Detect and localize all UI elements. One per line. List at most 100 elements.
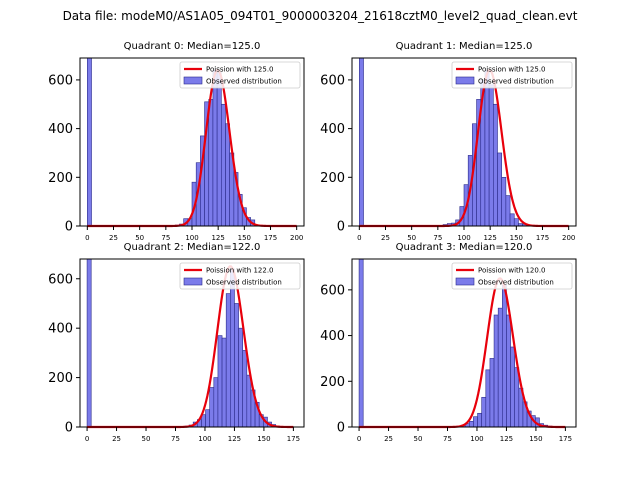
y-tick-label: 0 [337, 421, 345, 436]
y-tick-label: 600 [48, 73, 73, 88]
legend-bar-label: Observed distribution [478, 279, 554, 287]
histogram-bar [488, 84, 494, 227]
histogram-bar [469, 420, 474, 428]
histogram-bar [205, 409, 210, 428]
y-tick-label: 400 [320, 122, 345, 137]
x-tick-label: 150 [257, 435, 270, 443]
legend-box [179, 61, 301, 89]
histogram-bar [505, 195, 511, 227]
histogram-bar [242, 350, 248, 428]
histogram-bar [513, 218, 519, 227]
histogram-bar [497, 307, 503, 428]
legend-bar-swatch [455, 277, 475, 286]
legend-bar-label: Observed distribution [206, 78, 282, 86]
histogram-bar [497, 152, 502, 227]
histogram-bar [246, 374, 252, 428]
histogram-bar [506, 314, 511, 428]
histogram-bar [238, 327, 243, 428]
legend-line-label: Poission with 125.0 [206, 66, 274, 74]
x-tick-label: 150 [238, 234, 251, 242]
histogram-bar [216, 72, 222, 227]
panel-title: Quadrant 3: Median=120.0 [396, 242, 533, 253]
panel-title: Quadrant 2: Median=122.0 [124, 242, 261, 253]
legend: Poission with 122.0 Observed distribution [179, 262, 301, 290]
histogram-bar [501, 177, 507, 227]
x-tick-label: 0 [85, 234, 89, 242]
x-tick-label: 75 [171, 435, 180, 443]
histogram-bar [221, 337, 227, 428]
legend-bar-swatch [183, 277, 203, 286]
x-tick-label: 200 [290, 234, 303, 242]
histogram-bar [212, 69, 218, 227]
histogram-bar [208, 99, 214, 227]
histogram-bar [213, 377, 219, 428]
legend-box [451, 262, 573, 290]
legend: Poission with 125.0 Observed distribution [179, 61, 301, 89]
x-tick-label: 175 [287, 435, 300, 443]
chart-panel-3: Quadrant 3: Median=120.0 0 200 400 600 0 25 50 7… [320, 242, 577, 443]
legend-bar-label: Observed distribution [478, 78, 554, 86]
legend-box [451, 61, 573, 89]
histogram-bar [484, 69, 490, 227]
legend-line-label: Poission with 125.0 [478, 66, 546, 74]
x-tick-label: 175 [264, 234, 277, 242]
x-tick-label: 50 [407, 234, 416, 242]
chart-panel-1: Quadrant 1: Median=125.0 0 200 400 600 0 25 50 7… [320, 41, 577, 242]
histogram-bar [225, 123, 230, 227]
y-tick-label: 0 [65, 421, 73, 436]
x-tick-label: 0 [85, 435, 89, 443]
histogram-bar [217, 335, 223, 428]
x-tick-label: 100 [185, 234, 198, 242]
x-tick-label: 100 [470, 435, 483, 443]
y-tick-label: 200 [48, 171, 73, 186]
legend: Poission with 120.0 Observed distribution [451, 262, 573, 290]
x-tick-label: 150 [529, 435, 542, 443]
x-tick-label: 100 [198, 435, 211, 443]
panel-title: Quadrant 1: Median=125.0 [396, 41, 533, 52]
panel-title: Quadrant 0: Median=125.0 [124, 41, 261, 52]
histogram-bar [509, 213, 515, 227]
histogram-bar [493, 314, 499, 428]
y-tick-label: 0 [65, 220, 73, 235]
histogram-bar [489, 358, 495, 428]
x-tick-label: 125 [500, 435, 513, 443]
x-tick-label: 175 [559, 435, 572, 443]
y-tick-label: 200 [320, 171, 345, 186]
y-tick-label: 600 [320, 73, 345, 88]
x-tick-label: 125 [483, 234, 496, 242]
legend-line-label: Poission with 122.0 [206, 267, 274, 275]
x-tick-label: 125 [211, 234, 224, 242]
y-tick-label: 400 [320, 329, 345, 344]
histogram-bar [234, 303, 239, 428]
x-tick-label: 50 [142, 435, 151, 443]
x-tick-label: 125 [228, 435, 241, 443]
histogram-bar [481, 396, 487, 428]
histogram-bar [225, 293, 231, 428]
y-tick-label: 0 [337, 220, 345, 235]
chart-panel-0: Quadrant 0: Median=125.0 0 200 400 600 0 25 50 7… [48, 41, 305, 242]
histogram-bar [485, 369, 491, 428]
legend-bar-label: Observed distribution [206, 279, 282, 287]
histogram-bar [87, 57, 92, 227]
x-tick-label: 0 [357, 435, 361, 443]
poisson-curve [87, 265, 294, 429]
y-tick-label: 600 [320, 283, 345, 298]
y-tick-label: 200 [320, 375, 345, 390]
x-tick-label: 25 [381, 234, 390, 242]
legend-bar-swatch [455, 76, 475, 85]
x-tick-label: 25 [384, 435, 393, 443]
y-tick-label: 600 [48, 272, 73, 287]
x-tick-label: 0 [357, 234, 361, 242]
histogram-bar [221, 103, 226, 227]
poisson-curve [359, 277, 566, 429]
histogram-bar [510, 346, 515, 428]
y-tick-label: 400 [48, 322, 73, 337]
x-tick-label: 200 [562, 234, 575, 242]
legend-box [179, 262, 301, 290]
histogram-bars [359, 57, 536, 227]
legend-bar-swatch [183, 76, 203, 85]
chart-panel-2: Quadrant 2: Median=122.0 0 200 400 600 0 25 50 7… [48, 242, 305, 443]
x-tick-label: 75 [443, 435, 452, 443]
axes-frame [351, 258, 577, 428]
